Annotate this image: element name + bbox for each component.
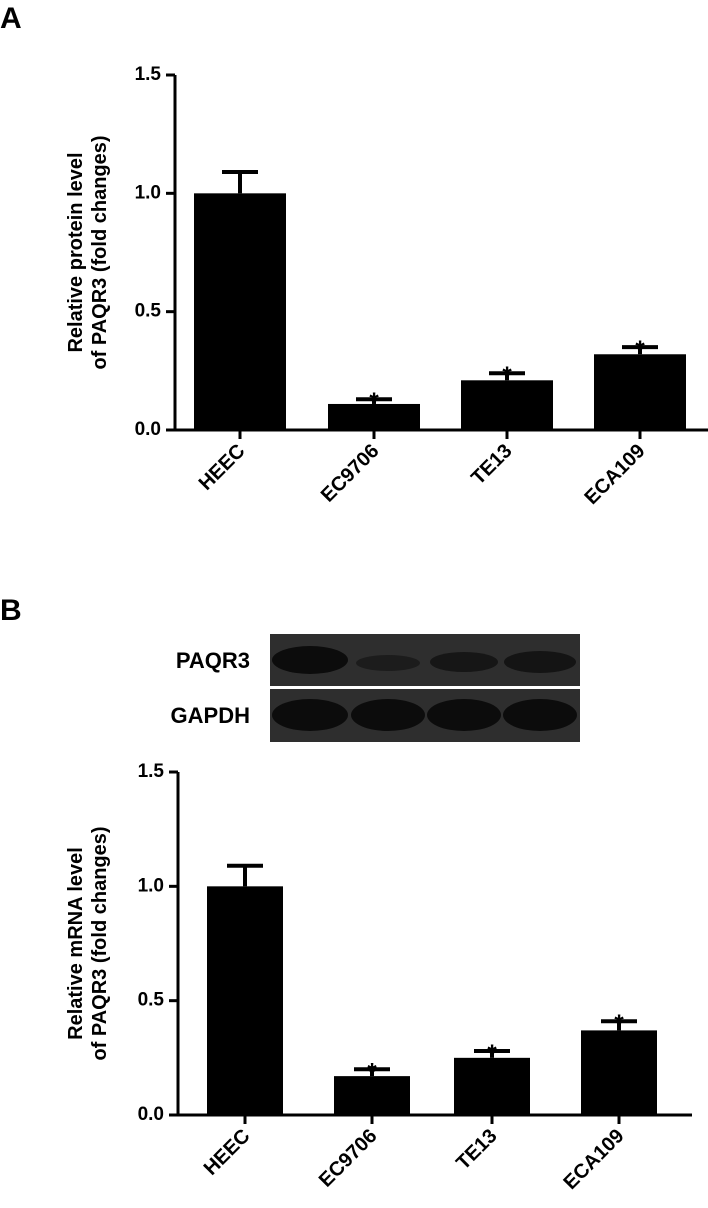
significance-marker: * [487, 1040, 497, 1067]
significance-marker: * [635, 336, 645, 363]
x-tick-label: HEEC [200, 1125, 255, 1180]
blot-label: PAQR3 [176, 648, 250, 673]
bar [594, 354, 686, 430]
panel-label: B [0, 594, 22, 627]
bar [581, 1030, 657, 1115]
x-tick-label: EC9706 [317, 440, 384, 507]
blot-band [272, 646, 348, 674]
x-tick-label: ECA109 [560, 1125, 629, 1194]
bar [461, 380, 553, 430]
blot-band [351, 699, 425, 731]
y-tick-label: 0.5 [135, 301, 162, 322]
x-tick-label: ECA109 [581, 440, 650, 509]
bar [454, 1057, 530, 1115]
x-tick-label: TE13 [467, 440, 516, 489]
panel-label: A [0, 2, 22, 35]
y-tick-label: 1.0 [138, 875, 164, 896]
significance-marker: * [502, 362, 512, 389]
y-axis-label: Relative mRNA level [65, 847, 87, 1040]
y-tick-label: 1.0 [135, 182, 161, 203]
blot-band [430, 652, 498, 672]
x-tick-label: EC9706 [315, 1125, 382, 1192]
y-tick-label: 1.5 [135, 64, 162, 85]
western-blot: PAQR3 GAPDH [171, 634, 580, 742]
significance-marker: * [367, 1058, 377, 1085]
bar [334, 1076, 410, 1115]
y-tick-label: 0.5 [138, 990, 165, 1011]
bar [194, 193, 286, 430]
blot-band [503, 699, 577, 731]
blot-band [272, 699, 348, 731]
blot-band [504, 651, 576, 673]
blot-label: GAPDH [171, 703, 250, 728]
y-axis-label: of PAQR3 (fold changes) [89, 826, 111, 1060]
y-axis-label: Relative protein level [65, 152, 87, 352]
x-tick-label: HEEC [195, 440, 250, 495]
significance-marker: * [614, 1010, 624, 1037]
blot-band [427, 699, 501, 731]
y-tick-label: 0.0 [138, 1104, 164, 1125]
x-tick-label: TE13 [452, 1125, 501, 1174]
blot-band [356, 655, 420, 671]
significance-marker: * [369, 388, 379, 415]
y-axis-label: of PAQR3 (fold changes) [89, 135, 111, 369]
bar [328, 403, 420, 430]
y-tick-label: 1.5 [138, 761, 165, 782]
bar [207, 886, 283, 1115]
y-tick-label: 0.0 [135, 419, 161, 440]
